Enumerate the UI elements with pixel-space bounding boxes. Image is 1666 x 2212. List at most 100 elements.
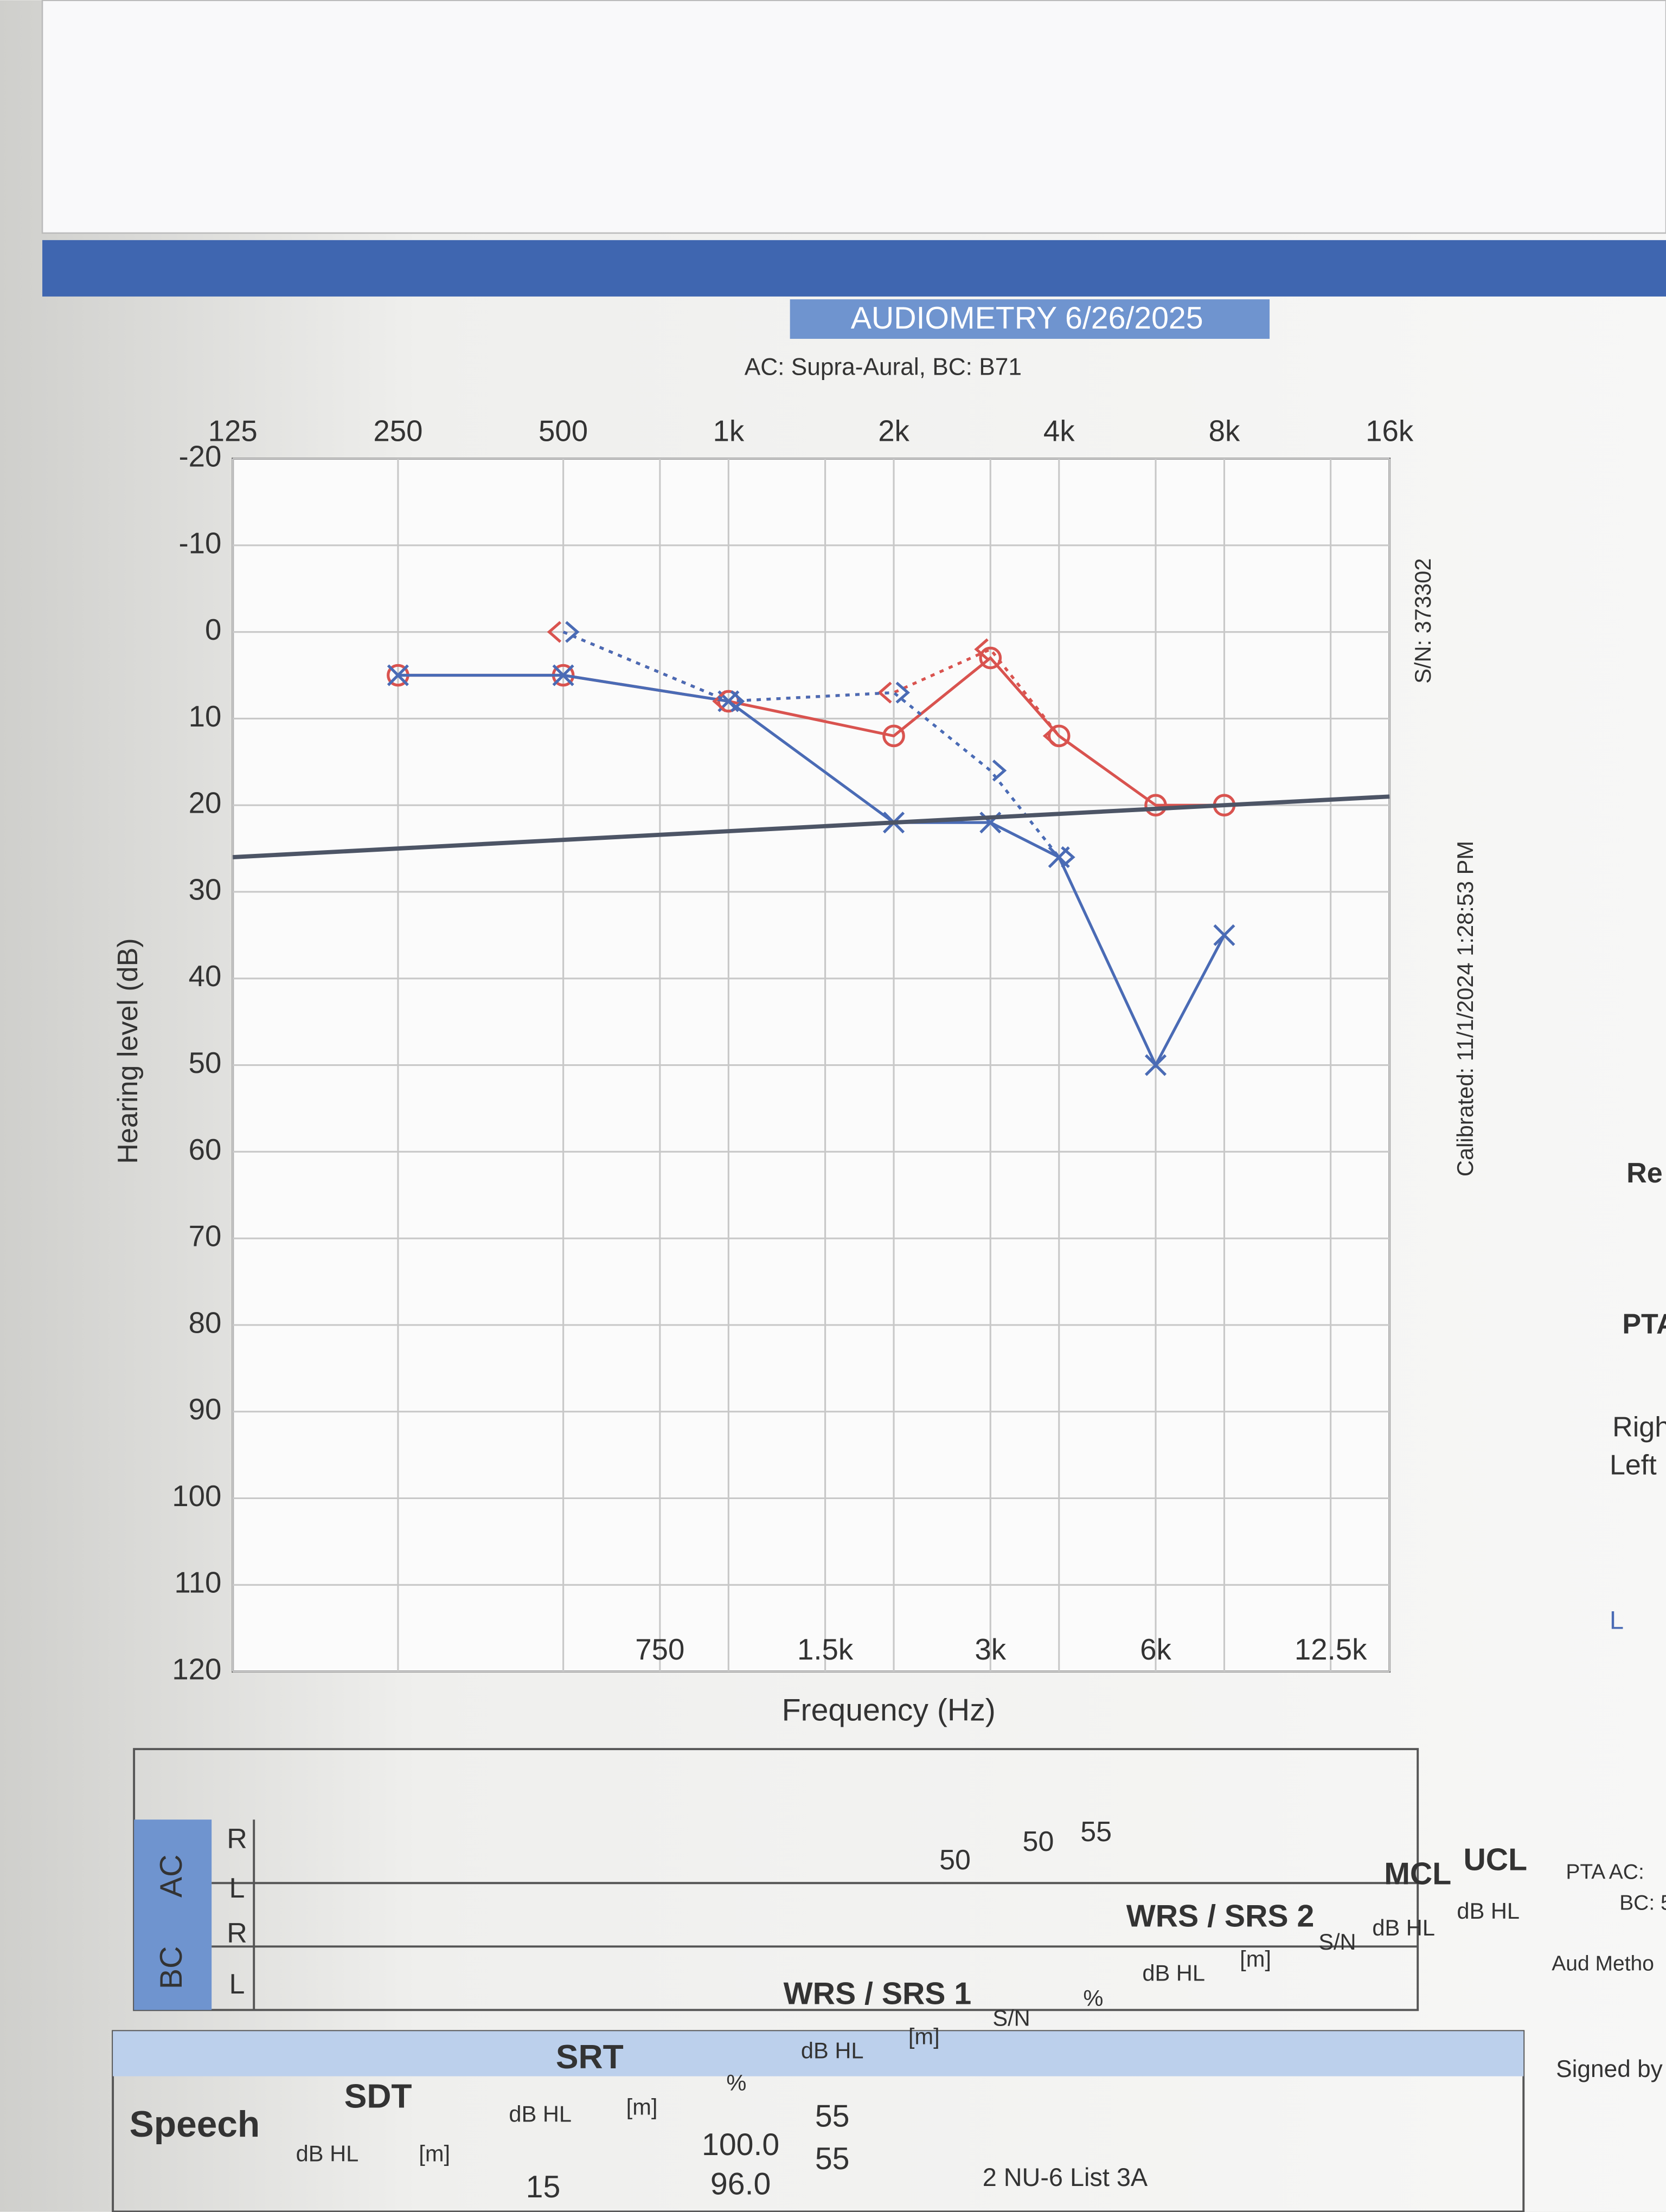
column-header: WRS / SRS 1 xyxy=(784,1976,972,2011)
speech-cell: 15 xyxy=(526,2170,561,2204)
y-axis-label: Hearing level (dB) xyxy=(112,938,144,1163)
unit-label: S/N xyxy=(992,2005,1030,2031)
marker-o xyxy=(882,724,905,748)
unit-label: [m] xyxy=(1240,1946,1271,1971)
speech-head xyxy=(113,2031,1524,2076)
speech-title: Speech xyxy=(130,2104,260,2145)
x-axis-label: Frequency (Hz) xyxy=(782,1693,996,1728)
x-tick-label: 4k xyxy=(1043,415,1075,448)
x-tick-label-bottom: 6k xyxy=(1140,1633,1171,1666)
y-tick-label: -20 xyxy=(178,440,221,473)
masking-head xyxy=(134,1819,212,2010)
side-text: Righ xyxy=(1612,1411,1666,1443)
unit-label: % xyxy=(1083,1985,1103,2011)
marker-gt xyxy=(895,681,910,704)
column-header: WRS / SRS 2 xyxy=(1126,1899,1315,1933)
x-tick-label-bottom: 1.5k xyxy=(797,1633,854,1666)
y-tick-label: 10 xyxy=(189,700,222,733)
speech-cell: 55 xyxy=(815,2142,850,2176)
unit-label: dB HL xyxy=(1142,1960,1205,1985)
y-tick-label: -10 xyxy=(178,526,221,560)
unit-label: [m] xyxy=(419,2140,450,2166)
marker-o xyxy=(1047,724,1071,748)
serial-number: S/N: 373302 xyxy=(1410,558,1436,684)
row-label: R xyxy=(227,1918,247,1949)
row-label: L xyxy=(229,1969,245,2000)
x-tick-label: 8k xyxy=(1209,415,1240,448)
unit-label: [m] xyxy=(908,2023,940,2049)
side-text: Re xyxy=(1626,1158,1663,1189)
series-line xyxy=(232,794,1390,859)
marker-x xyxy=(552,664,574,686)
unit-label: dB HL xyxy=(1372,1915,1435,1940)
marker-gt xyxy=(1061,846,1075,869)
side-text: Signed by xyxy=(1556,2056,1663,2082)
side-text: Aud Metho xyxy=(1552,1952,1654,1975)
row-label: L xyxy=(229,1873,245,1904)
x-tick-label: 16k xyxy=(1366,415,1414,448)
x-tick-label: 125 xyxy=(208,415,258,448)
speech-cell: 96.0 xyxy=(710,2167,771,2202)
masking-value: 55 xyxy=(1080,1816,1112,1848)
column-header: UCL xyxy=(1463,1842,1527,1877)
speech-cell: 55 xyxy=(815,2099,850,2134)
chart-subtitle: AC: Supra-Aural, BC: B71 xyxy=(745,353,1022,380)
column-header: MCL xyxy=(1384,1856,1451,1891)
masking-value: 50 xyxy=(1023,1826,1054,1857)
side-text: PTA AC: xyxy=(1566,1860,1644,1883)
x-tick-label-bottom: 12.5k xyxy=(1295,1633,1367,1666)
row-label: R xyxy=(227,1823,247,1855)
marker-lt xyxy=(974,638,989,660)
marker-gt xyxy=(565,621,580,643)
marker-x xyxy=(1213,924,1235,946)
series-line xyxy=(398,673,1226,1069)
y-tick-label: 100 xyxy=(172,1480,221,1513)
unit-label: dB HL xyxy=(801,2037,864,2063)
x-tick-label-bottom: 3k xyxy=(975,1633,1006,1666)
y-tick-label: 40 xyxy=(189,960,222,993)
y-tick-label: 110 xyxy=(174,1566,221,1599)
unit-label: S/N xyxy=(1318,1929,1356,1954)
marker-lt xyxy=(877,681,892,704)
y-tick-label: 80 xyxy=(189,1306,222,1339)
marker-gt xyxy=(992,760,1007,782)
y-tick-label: 30 xyxy=(189,873,222,906)
group-label: BC xyxy=(154,1946,189,1990)
marker-x xyxy=(1144,1054,1167,1076)
marker-lt xyxy=(712,690,727,712)
y-tick-label: 90 xyxy=(189,1393,222,1426)
y-tick-label: 60 xyxy=(189,1133,222,1166)
side-text: PTA xyxy=(1622,1309,1666,1340)
marker-o xyxy=(979,646,1002,670)
word-list: 2 NU-6 List 3A xyxy=(983,2163,1148,2191)
marker-lt xyxy=(547,621,562,643)
previous-page xyxy=(41,0,1666,234)
unit-label: dB HL xyxy=(1457,1898,1520,1924)
column-header: SRT xyxy=(556,2038,624,2076)
x-tick-label: 2k xyxy=(878,415,909,448)
chart-title: AUDIOMETRY 6/26/2025 xyxy=(851,301,1203,336)
side-text: Left xyxy=(1610,1450,1657,1481)
series-line xyxy=(562,631,1060,858)
marker-gt xyxy=(730,690,745,712)
group-label: AC xyxy=(154,1854,189,1898)
y-tick-label: 120 xyxy=(172,1652,221,1686)
masking-value: 50 xyxy=(939,1844,971,1876)
x-tick-label: 250 xyxy=(373,415,422,448)
plot: -20 -10 0 10 20 30 40 50 60 70 80 90 100 110 120 125 250… xyxy=(172,415,1414,1686)
x-tick-label: 1k xyxy=(713,415,744,448)
column-header: SDT xyxy=(344,2078,412,2115)
y-tick-label: 0 xyxy=(205,613,221,646)
unit-label: dB HL xyxy=(509,2101,572,2126)
unit-label: dB HL xyxy=(296,2140,359,2166)
units-row: dB HL [m] dB HL [m]% dB HL [m] S/N% dB HL [m] S/N… xyxy=(296,1898,1520,2166)
x-tick-label: 500 xyxy=(539,415,588,448)
marker-o xyxy=(1144,794,1167,817)
side-panel: Re PTA Righ Left L PTA AC: BC: 5 Aud Met… xyxy=(1552,1158,1666,2082)
marker-x xyxy=(387,664,409,686)
header-band xyxy=(42,240,1666,297)
marker-lt xyxy=(1042,725,1058,747)
title-band xyxy=(790,299,1270,339)
